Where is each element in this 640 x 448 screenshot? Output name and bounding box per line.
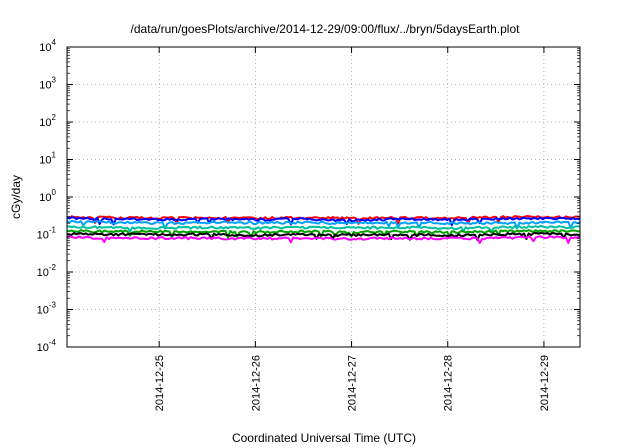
x-tick-label: 2014-12-29	[539, 355, 551, 411]
y-axis: 10-4 10-3 10-2 10-1 100 101 102 103 104	[37, 38, 580, 354]
y-tick-label: 10-4	[37, 338, 57, 354]
y-tick-label: 103	[39, 76, 56, 92]
series-line	[66, 229, 580, 239]
x-tick-label: 2014-12-25	[154, 355, 166, 411]
series-line	[66, 235, 581, 244]
series-line	[66, 216, 581, 227]
x-axis-label: Coordinated Universal Time (UTC)	[232, 431, 416, 445]
y-tick-label: 102	[39, 113, 56, 129]
x-axis: 2014-12-25 2014-12-26 2014-12-27 2014-12-28…	[154, 47, 551, 411]
y-tick-label: 100	[39, 188, 56, 204]
chart-title: /data/run/goesPlots/archive/2014-12-29/0…	[131, 22, 521, 36]
y-tick-label: 101	[39, 151, 56, 167]
x-tick-label: 2014-12-26	[250, 355, 262, 411]
y-axis-label: cGy/day	[9, 175, 23, 219]
y-tick-label: 10-3	[37, 301, 57, 317]
series-line	[66, 231, 581, 241]
y-tick-label: 10-1	[37, 226, 57, 242]
series-line	[66, 224, 581, 233]
series-layer	[66, 215, 581, 244]
y-tick-label: 10-2	[37, 263, 57, 279]
series-line	[66, 219, 581, 230]
x-tick-label: 2014-12-28	[443, 355, 455, 411]
grid	[67, 46, 580, 348]
x-tick-label: 2014-12-27	[347, 355, 359, 411]
y-tick-label: 104	[39, 38, 56, 54]
